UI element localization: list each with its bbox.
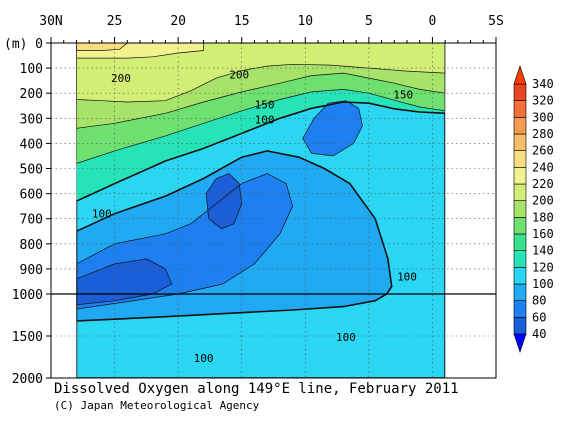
colorbar-swatch-2 — [513, 283, 527, 301]
contour-line-10 — [76, 258, 173, 306]
colorbar-swatch-14 — [513, 83, 527, 101]
colorbar-label-10: 240 — [532, 160, 554, 174]
colorbar-label-9: 220 — [532, 177, 554, 191]
y-tick-label-12: 2000 — [12, 372, 43, 387]
x-tick-label-6: 0 — [429, 14, 437, 29]
plot-frame — [50, 42, 497, 379]
contour-label-6: 100 — [397, 270, 417, 283]
colorbar-label-11: 260 — [532, 144, 554, 158]
y-tick-label-4: 400 — [20, 137, 43, 152]
colorbar-swatch-8 — [513, 183, 527, 201]
contour-label-1: 200 — [229, 68, 249, 81]
contour-label-7: 100 — [336, 331, 356, 344]
colorbar-label-4: 120 — [532, 260, 554, 274]
colorbar-swatch-12 — [513, 117, 527, 135]
y-tick-label-11: 1500 — [12, 330, 43, 345]
colorbar-swatch-9 — [513, 167, 527, 185]
colorbar-swatch-6 — [513, 217, 527, 235]
chart-title: Dissolved Oxygen along 149°E line, Febru… — [54, 381, 459, 397]
heatmap-region-4 — [76, 43, 446, 102]
colorbar-above-arrow — [513, 65, 527, 85]
colorbar-label-5: 140 — [532, 244, 554, 258]
colorbar-label-3: 100 — [532, 277, 554, 291]
axes: 30N 25 20 15 10 5 0 5S 0 100 200 300 400 500 600 700 800… — [12, 14, 504, 387]
y-tick-label-8: 800 — [20, 238, 43, 253]
contour-label-4: 100 — [255, 114, 275, 127]
contour-label-5: 100 — [92, 208, 112, 221]
y-tick-label-9: 900 — [20, 263, 43, 278]
y-tick-label-5: 500 — [20, 163, 43, 178]
x-tick-label-3: 15 — [234, 14, 250, 29]
contour-line-5 — [76, 43, 204, 59]
contour-label-3: 150 — [393, 88, 413, 101]
x-tick-label-7: 5S — [488, 14, 504, 29]
y-tick-label-2: 200 — [20, 87, 43, 102]
contour-label-2: 150 — [255, 98, 275, 111]
y-tick-label-1: 100 — [20, 62, 43, 77]
x-tick-label-5: 5 — [365, 14, 373, 29]
colorbar-swatch-10 — [513, 150, 527, 168]
colorbar-swatch-11 — [513, 133, 527, 151]
colorbar-swatch-0 — [513, 317, 527, 335]
contour-labels: 200 200 150 150 100 100 100 100 100 — [92, 68, 417, 365]
colorbar-label-14: 320 — [532, 94, 554, 108]
colorbar-label-15: 340 — [532, 77, 554, 91]
x-tick-label-0: 30N — [39, 14, 62, 29]
contour-label-0: 200 — [111, 72, 131, 85]
x-tick-label-1: 25 — [107, 14, 123, 29]
y-tick-label-3: 300 — [20, 112, 43, 127]
colorbar-swatch-13 — [513, 100, 527, 118]
colorbar-swatch-7 — [513, 200, 527, 218]
colorbar-label-6: 160 — [532, 227, 554, 241]
contour-label-8: 100 — [194, 352, 214, 365]
colorbar-label-2: 80 — [532, 294, 546, 308]
colorbar-label-0: 40 — [532, 327, 546, 341]
contour-line-7 — [76, 150, 393, 322]
colorbar-label-13: 300 — [532, 110, 554, 124]
contour-line-11 — [205, 173, 243, 230]
chart-credit: (C) Japan Meteorological Agency — [54, 399, 260, 412]
y-tick-label-7: 700 — [20, 213, 43, 228]
x-tick-label-4: 10 — [297, 14, 313, 29]
y-axis-label: (m) — [4, 37, 27, 52]
contour-line-6 — [76, 43, 128, 51]
heatmap-region-9 — [302, 100, 363, 156]
colorbar-label-7: 180 — [532, 210, 554, 224]
y-tick-label-6: 600 — [20, 188, 43, 203]
x-tick-label-2: 20 — [170, 14, 186, 29]
contour-line-3 — [76, 43, 446, 129]
y-tick-label-10: 1000 — [12, 288, 43, 303]
colorbar-swatch-4 — [513, 250, 527, 268]
colorbar-label-12: 280 — [532, 127, 554, 141]
colorbar-swatch-1 — [513, 300, 527, 318]
y-tick-label-0: 0 — [35, 37, 43, 52]
heatmap-region-10 — [76, 258, 172, 305]
heatmap-region-11 — [206, 173, 242, 229]
colorbar-swatch-5 — [513, 233, 527, 251]
colorbar: 40 60 80 100 120 140 160 180 200 220 240 260 280 300 3… — [513, 65, 554, 353]
contour-line-2 — [76, 43, 446, 164]
contour-line-9 — [302, 100, 363, 157]
colorbar-label-8: 200 — [532, 194, 554, 208]
colorbar-below-arrow — [513, 333, 527, 353]
gridlines — [51, 43, 496, 378]
colorbar-swatch-3 — [513, 267, 527, 285]
contour-lines — [76, 43, 446, 378]
colorbar-label-1: 60 — [532, 310, 546, 324]
